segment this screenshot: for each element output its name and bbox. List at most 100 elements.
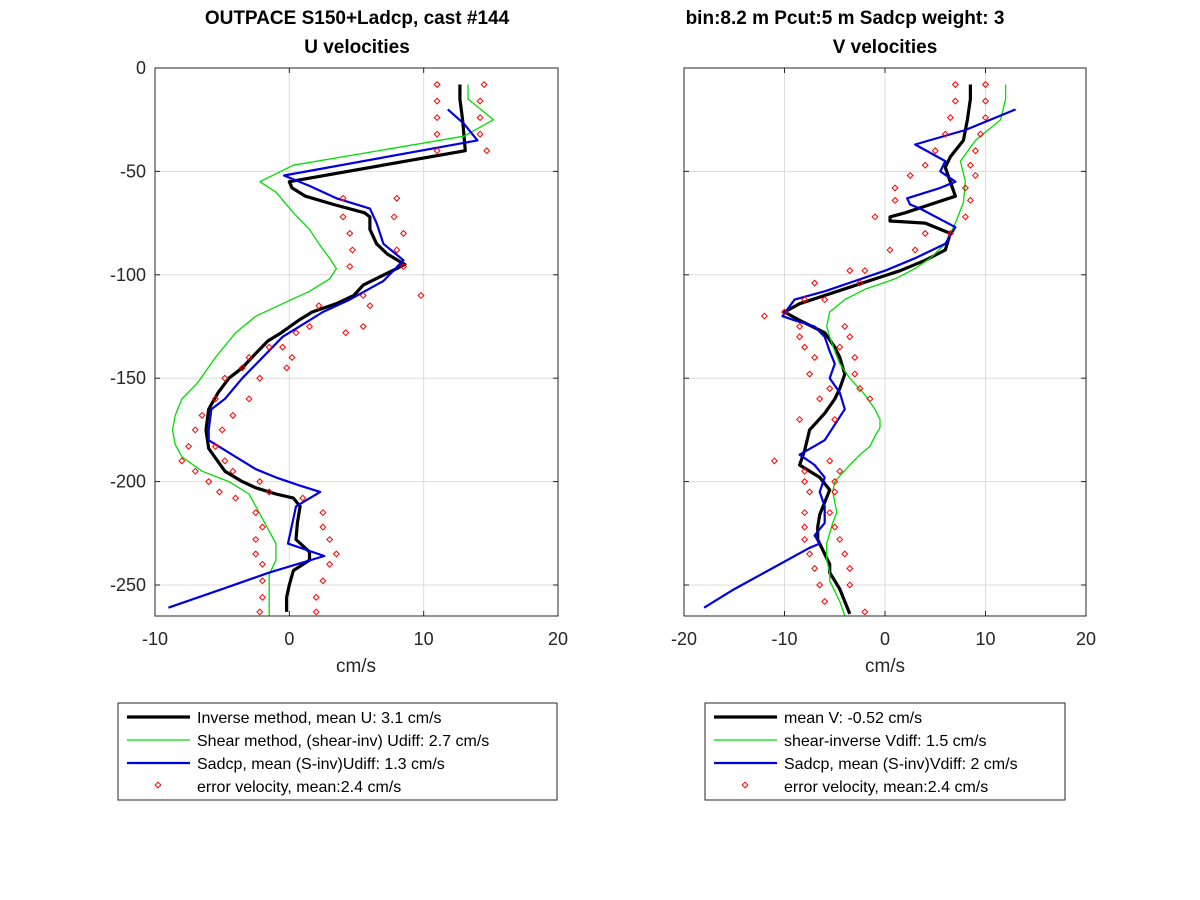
u-error-marker — [211, 442, 219, 450]
u-inverse-line — [204, 84, 467, 612]
u-error-marker — [229, 411, 237, 419]
v-x-tick-label: 20 — [1076, 629, 1096, 649]
u-legend-sadcp: Sadcp, mean (S-inv)Udiff: 1.3 cm/s — [197, 756, 445, 773]
u-velocity-panel: OUTPACE S150+Ladcp, cast #144 U velociti… — [110, 8, 568, 801]
u-error-marker — [238, 364, 246, 372]
v-error-marker — [811, 353, 819, 362]
u-error-marker — [229, 467, 237, 475]
v-legend-swatch-error — [741, 781, 749, 789]
v-panel-title-line2: V velocities — [833, 37, 938, 58]
v-inverse-line — [782, 84, 973, 615]
u-error-marker — [326, 560, 334, 568]
v-error-marker — [851, 370, 859, 378]
v-panel-title-line1: bin:8.2 m Pcut:5 m Sadcp weight: 3 — [686, 8, 1005, 29]
u-legend: Inverse method, mean U: 3.1 cm/s Shear m… — [117, 702, 558, 801]
u-error-marker — [198, 411, 206, 419]
u-error-marker — [433, 147, 441, 155]
u-legend-swatch-error — [154, 781, 162, 789]
v-error-marker — [851, 353, 859, 362]
v-error-marker — [846, 581, 854, 589]
u-error-marker — [339, 213, 347, 221]
u-error-marker — [399, 229, 408, 237]
u-panel-title-line2: U velocities — [304, 37, 410, 58]
v-error-marker — [856, 279, 864, 287]
v-error-marker — [801, 478, 809, 486]
v-error-marker — [836, 535, 844, 544]
u-error-marker — [221, 374, 229, 382]
u-error-marker — [433, 81, 441, 89]
v-error-marker — [796, 416, 804, 424]
u-legend-box — [117, 702, 558, 801]
u-error-marker — [252, 550, 260, 558]
v-error-marker — [966, 196, 974, 204]
u-error-marker — [191, 426, 199, 434]
v-error-marker — [891, 196, 899, 204]
v-error-marker — [806, 550, 814, 558]
u-error-marker — [258, 577, 267, 585]
v-error-marker — [861, 608, 869, 616]
u-error-marker — [232, 494, 240, 502]
v-error-marker — [946, 229, 954, 237]
u-error-marker — [346, 229, 354, 237]
u-legend-shear: Shear method, (shear-inv) Udiff: 2.7 cm/… — [197, 733, 489, 750]
v-error-marker — [886, 246, 894, 254]
v-error-marker — [941, 130, 949, 138]
u-error-marker — [205, 478, 213, 486]
v-error-marker — [846, 267, 854, 275]
u-error-marker — [283, 364, 291, 372]
v-error-marker — [846, 564, 854, 572]
u-error-marker — [258, 560, 267, 568]
v-legend-shear: shear-inverse Vdiff: 1.5 cm/s — [784, 733, 986, 750]
v-error-marker — [871, 213, 879, 221]
v-tick-labels: -20 -10 0 10 20 — [671, 67, 1096, 649]
v-legend-box — [704, 702, 1066, 801]
u-error-marker — [346, 262, 354, 271]
u-error-marker — [476, 130, 484, 138]
u-error-marker — [319, 509, 327, 517]
v-error-marker — [846, 333, 854, 341]
v-error-marker — [801, 467, 809, 475]
v-error-marker — [831, 523, 839, 531]
v-error-marker — [971, 147, 979, 155]
v-error-marker — [796, 333, 804, 341]
u-error-marker — [215, 488, 224, 496]
v-error-marker — [826, 384, 834, 393]
v-legend-sadcp: Sadcp, mean (S-inv)Vdiff: 2 cm/s — [784, 756, 1018, 773]
v-error-marker — [801, 343, 809, 351]
v-error-marker — [836, 343, 844, 351]
v-error-marker — [780, 308, 789, 316]
v-x-tick-label: -10 — [771, 629, 797, 649]
u-error-marker — [476, 114, 484, 122]
u-x-tick-label: 0 — [284, 629, 294, 649]
u-error-marker — [312, 593, 320, 601]
v-error-marker — [841, 322, 849, 331]
u-error-marker — [178, 457, 186, 465]
u-error-marker — [265, 488, 273, 496]
u-error-marker — [191, 467, 199, 475]
u-error-marker — [211, 395, 219, 403]
v-error-marker — [816, 395, 824, 403]
u-tick-labels: -10 0 10 200-50-100-150-200-250 — [110, 58, 568, 649]
v-legend-error: error velocity, mean:2.4 cm/s — [784, 779, 988, 796]
u-error-marker — [279, 343, 287, 351]
v-error-marker — [976, 130, 985, 138]
v-error-marker — [981, 97, 990, 105]
v-error-marker — [961, 184, 969, 192]
u-legend-inverse: Inverse method, mean U: 3.1 cm/s — [197, 710, 442, 727]
v-error-marker — [866, 395, 874, 403]
u-panel-title-line1: OUTPACE S150+Ladcp, cast #144 — [205, 8, 510, 29]
u-series — [168, 81, 495, 616]
v-error-marker — [906, 171, 914, 180]
u-x-tick-label: -10 — [142, 629, 168, 649]
u-error-marker — [393, 194, 401, 202]
u-error-marker — [339, 194, 347, 202]
u-error-marker — [332, 550, 340, 558]
u-error-marker — [256, 374, 264, 382]
v-error-marker — [806, 488, 814, 496]
v-error-marker — [861, 267, 869, 275]
v-x-tick-label: -20 — [671, 629, 697, 649]
v-error-marker — [801, 509, 809, 517]
v-legend-mean: mean V: -0.52 cm/s — [784, 710, 922, 727]
u-legend-error: error velocity, mean:2.4 cm/s — [197, 779, 401, 796]
